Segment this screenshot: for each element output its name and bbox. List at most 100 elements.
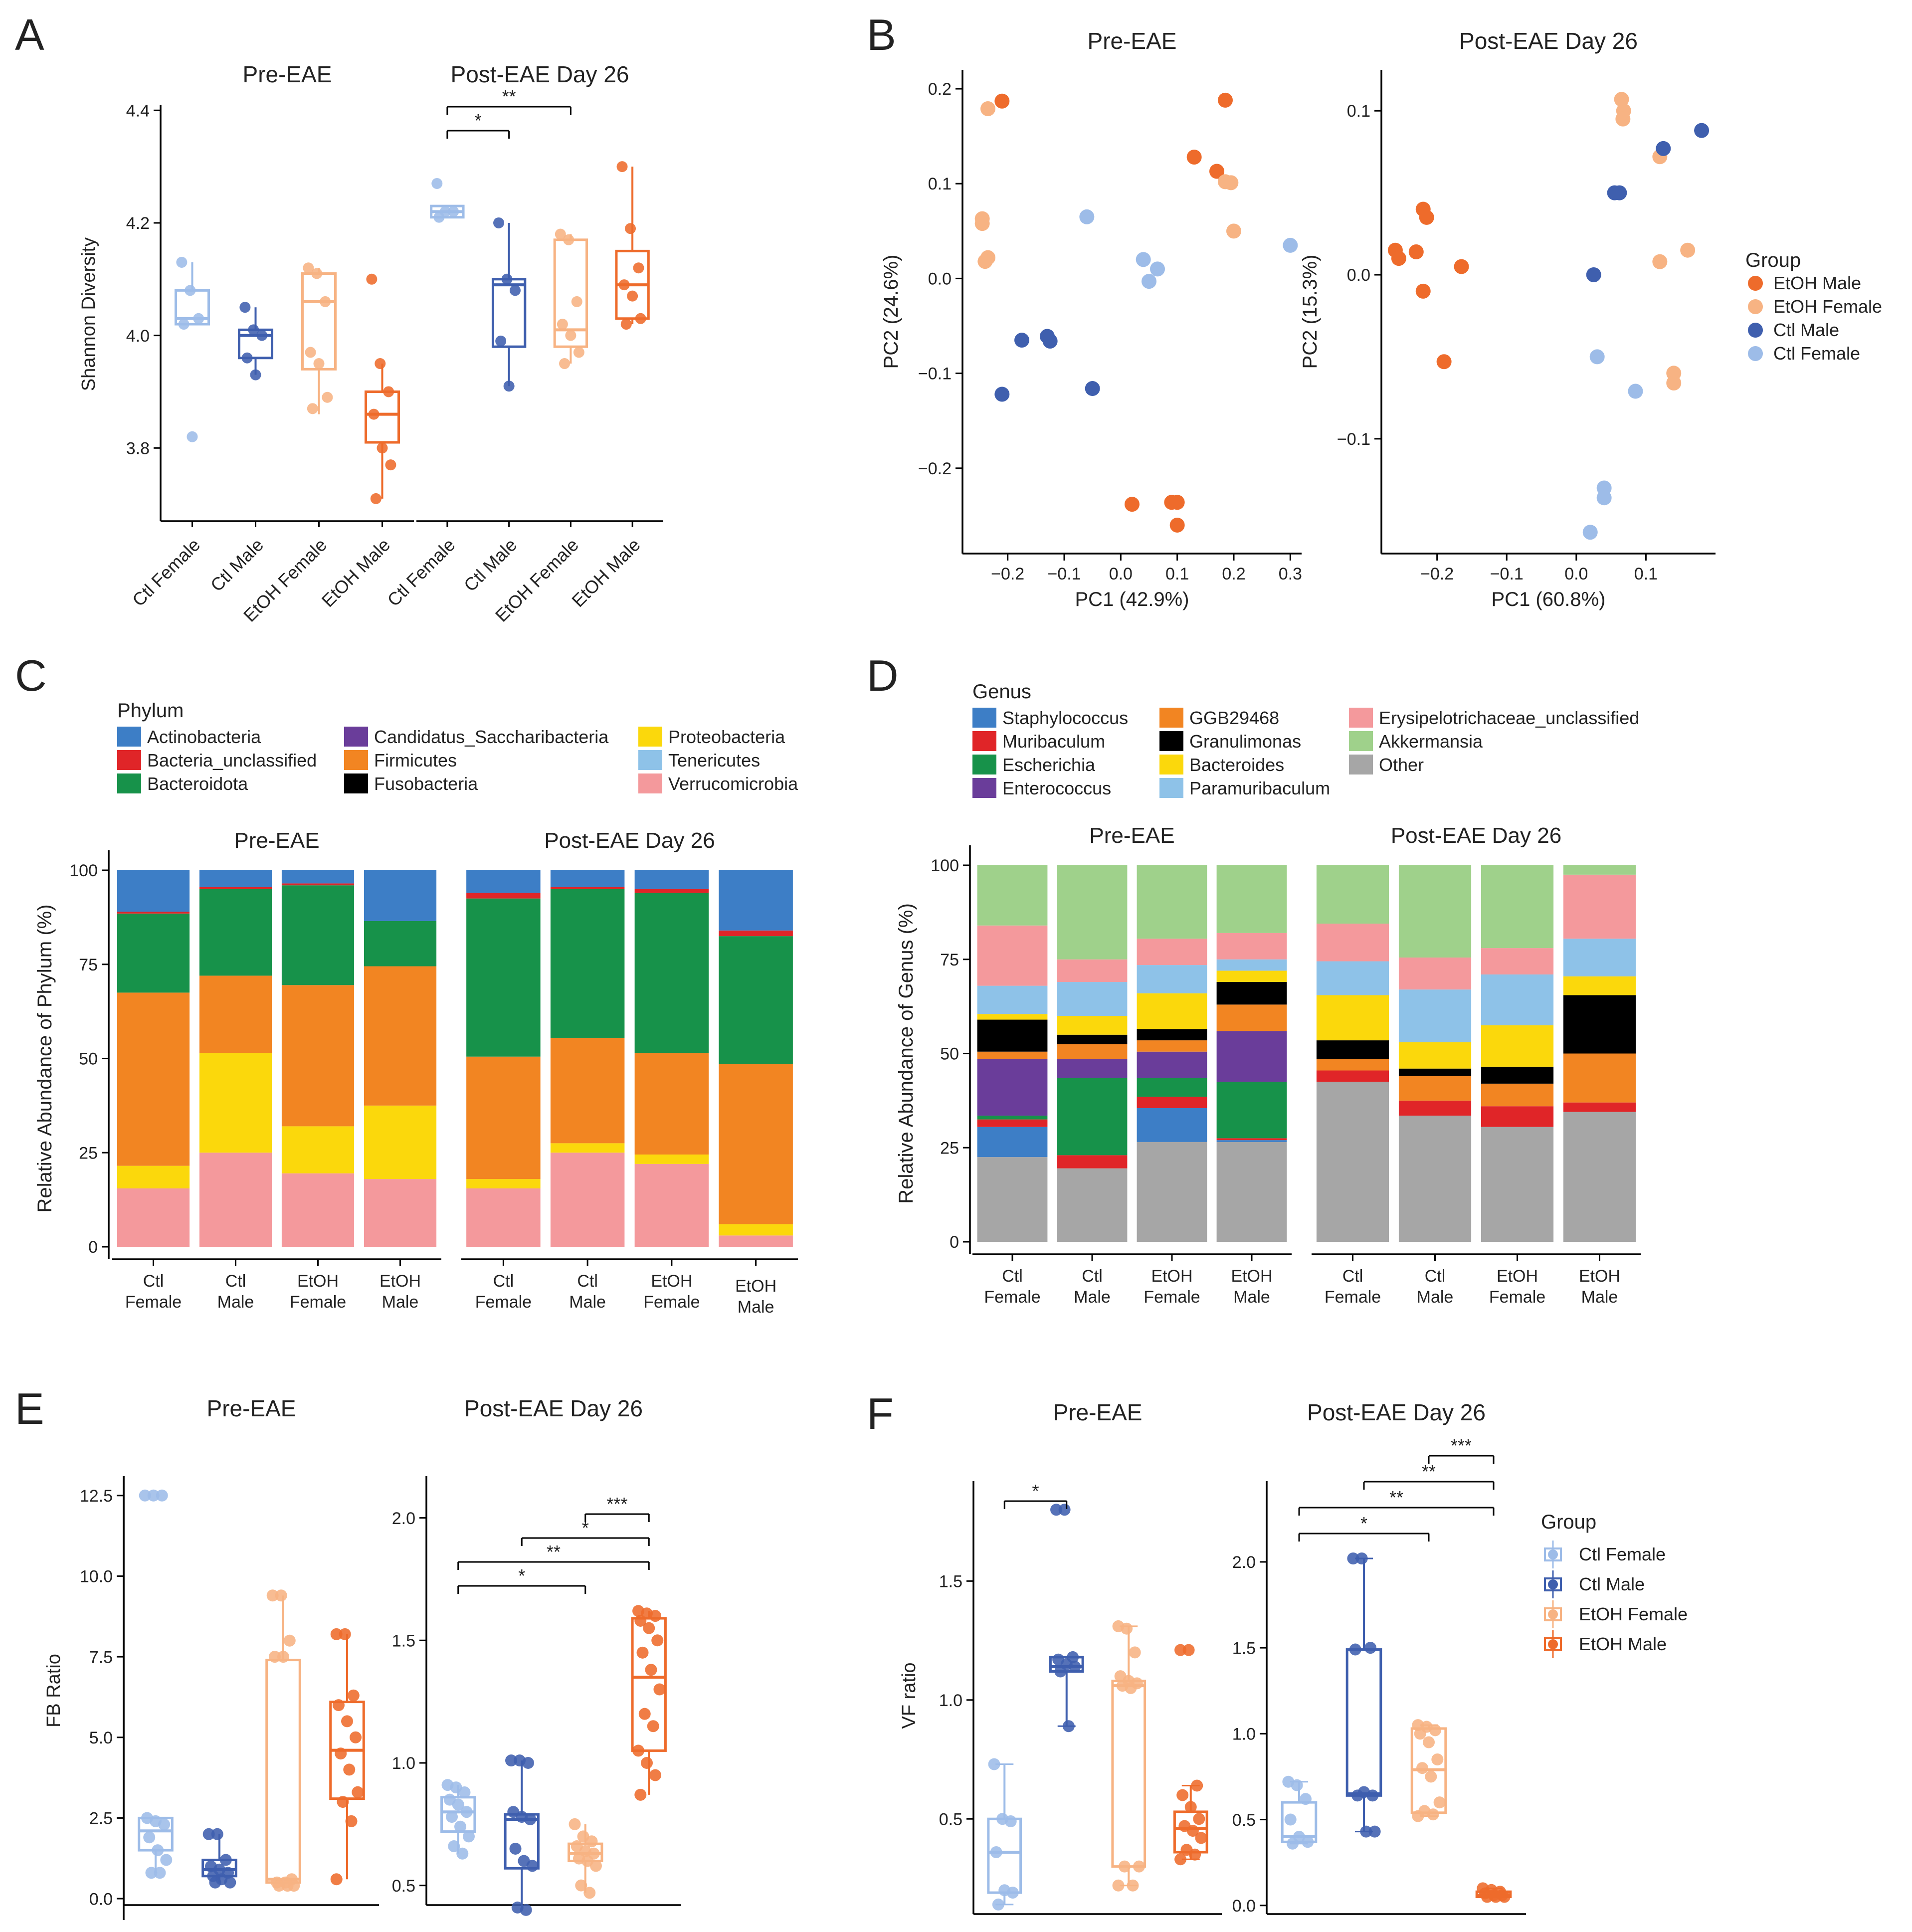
bar-segment: [1057, 1034, 1128, 1044]
bar-segment: [117, 1165, 190, 1188]
data-point: [281, 1880, 294, 1892]
bar-segment: [1563, 874, 1636, 939]
bar-segment: [1137, 1040, 1207, 1052]
bar-segment: [1563, 1053, 1636, 1103]
x-tick-label: EtOH Female: [1144, 1267, 1200, 1307]
significance-label: **: [1422, 1461, 1436, 1482]
y-tick-label: 1.5: [392, 1631, 415, 1650]
data-point: [1127, 1879, 1139, 1892]
data-point: [990, 1846, 1002, 1858]
bar-segment: [1057, 982, 1128, 1016]
legend-label: Other: [1379, 755, 1424, 775]
significance-label: *: [475, 110, 482, 131]
y-tick-label: 4.0: [126, 327, 150, 346]
data-point-etoh-female: [977, 254, 993, 269]
bar-segment: [1316, 995, 1389, 1041]
data-point-etoh-female: [1615, 111, 1631, 127]
bar-segment: [977, 1157, 1048, 1242]
significance-label: **: [1389, 1487, 1403, 1508]
y-tick-label: 7.5: [89, 1648, 113, 1667]
data-point: [503, 381, 515, 392]
stacked-bar: [1563, 865, 1636, 1242]
legend-label: Erysipelotrichaceae_unclassified: [1379, 708, 1639, 728]
bar-segment: [719, 936, 793, 1064]
x-tick-label: 0.0: [1564, 565, 1588, 583]
data-point: [1414, 1728, 1426, 1740]
data-point: [347, 1689, 360, 1702]
y-tick-label: 5.0: [89, 1729, 113, 1747]
legend-swatch-ctl-male: [1748, 323, 1763, 338]
y-tick-label: 10.0: [80, 1567, 113, 1586]
x-axis-title: PC1 (42.9%): [1075, 588, 1189, 610]
data-point: [1351, 1789, 1364, 1802]
x-tick-label: −0.1: [1490, 565, 1524, 583]
data-point-ctl-female: [1150, 261, 1165, 277]
bar-segment: [1137, 1142, 1207, 1242]
data-point: [988, 1758, 1000, 1770]
legend-label: EtOH Female: [1773, 296, 1882, 317]
data-point: [526, 1860, 539, 1872]
data-point: [1176, 1789, 1189, 1801]
data-point-ctl-male: [1085, 381, 1100, 396]
data-point-ctl-male: [1586, 267, 1601, 283]
bar-segment: [1216, 865, 1287, 933]
y-tick-label: 0.2: [928, 80, 952, 99]
x-tick-label: 0.1: [1634, 565, 1658, 583]
data-point: [563, 234, 574, 245]
legend-point: [1548, 1639, 1558, 1649]
y-tick-label: 0.5: [392, 1877, 415, 1896]
data-point: [332, 1699, 345, 1712]
data-point: [1429, 1724, 1441, 1737]
y-tick-label: 100: [69, 861, 98, 880]
data-point: [1050, 1504, 1063, 1516]
data-point: [1118, 1860, 1131, 1873]
data-point: [1412, 1810, 1424, 1822]
box-ctl-female: [440, 1779, 476, 1860]
data-point: [154, 1867, 166, 1879]
bar-segment: [1316, 1059, 1389, 1071]
data-point: [636, 1646, 649, 1659]
data-point: [156, 1489, 168, 1502]
data-point: [1174, 1644, 1187, 1656]
bar-segment: [1137, 965, 1207, 993]
bar-segment: [1216, 970, 1287, 982]
bar-segment: [1481, 1066, 1554, 1084]
y-tick-label: 1.5: [1232, 1639, 1256, 1658]
legend-swatch: [344, 750, 368, 770]
stacked-bar-panel-d: Genus Staphylococcus Muribaculum Escherichi…: [895, 681, 1641, 1307]
significance-bracket: *: [1298, 1513, 1430, 1542]
legend-title: Phylum: [117, 700, 184, 722]
data-point: [460, 1806, 473, 1818]
data-point: [557, 319, 568, 330]
data-point: [651, 1634, 664, 1647]
stacked-bar: [550, 870, 625, 1247]
stacked-bar: [1481, 865, 1554, 1242]
box-etoh-male: [615, 161, 650, 330]
legend-label: Granulimonas: [1189, 731, 1301, 752]
significance-label: *: [1360, 1513, 1367, 1534]
data-point: [456, 1847, 469, 1860]
bar-segment: [1398, 1076, 1472, 1101]
y-axis-title: VF ratio: [899, 1662, 920, 1729]
bar-segment: [634, 889, 709, 893]
data-point: [627, 290, 638, 302]
data-point: [509, 285, 521, 296]
data-point-etoh-male: [994, 93, 1010, 109]
data-point: [211, 1828, 223, 1840]
box-ctl-male: [237, 302, 274, 381]
facet-title: Pre-EAE: [1088, 28, 1177, 54]
legend-swatch-ctl-female: [1748, 346, 1763, 361]
data-point: [520, 1904, 532, 1916]
y-axis-title: PC2 (24.6%): [880, 255, 902, 369]
data-point: [1006, 1887, 1019, 1899]
legend-label: Actinobacteria: [147, 727, 261, 747]
y-tick-label: 4.4: [126, 102, 150, 121]
box-etoh-male: [631, 1605, 667, 1801]
y-tick-label: 0.1: [928, 175, 952, 193]
data-point: [641, 1756, 653, 1769]
data-point-ctl-male: [1694, 123, 1710, 138]
data-point: [583, 1887, 596, 1899]
x-tick-label: −0.2: [991, 565, 1024, 583]
